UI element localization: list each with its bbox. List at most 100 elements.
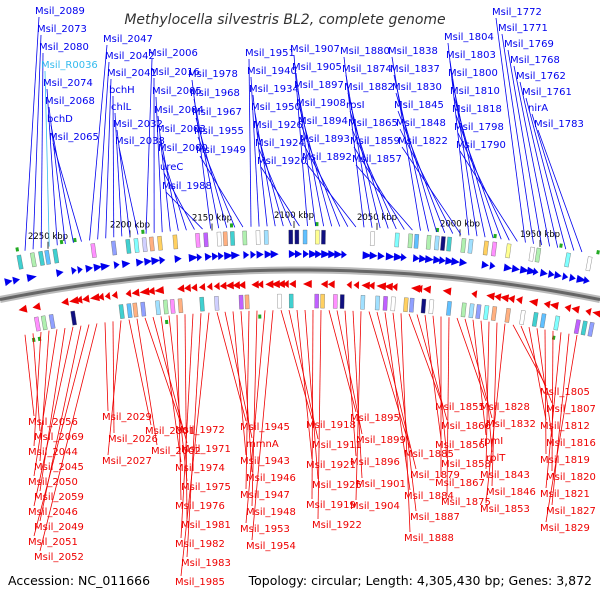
tick-label: 2000 kbp [440,219,480,229]
reverse-gene-arrow [104,291,111,300]
gene-label-reverse: Msil_1807 [546,404,596,415]
reverse-gene-arrow [265,280,274,289]
leader-line-reverse [352,310,363,479]
forward-gene-arrow [418,254,427,263]
leader-line-forward [297,90,325,227]
reverse-cog-bar [483,305,490,320]
reverse-cog-bar [155,300,161,316]
map-title: Methylocella silvestris BL2, complete ge… [124,12,445,28]
forward-gene-arrow [243,251,250,260]
rna-marker [15,247,20,252]
leader-line-forward [258,148,292,227]
reverse-gene-arrow [139,287,150,296]
gene-label-forward: Msil_1857 [352,154,402,165]
leader-line-forward [197,136,236,228]
leader-line-forward [393,74,429,232]
leader-line-reverse [456,317,487,402]
gene-label-forward: Msil_2005 [152,86,202,97]
leader-line-forward [537,129,583,253]
leader-line-forward [256,130,284,227]
reverse-gene-arrow [392,283,398,292]
gene-label-forward: Msil_1865 [348,118,398,129]
reverse-gene-arrow [549,302,559,310]
forward-gene-arrow [321,250,331,259]
gene-label-reverse: Msil_2049 [34,522,84,533]
forward-cog-bar [141,237,148,253]
forward-cog-bar [394,232,400,248]
forward-gene-arrow [503,263,513,272]
reverse-gene-arrow [592,310,600,318]
forward-gene-arrow [424,255,434,264]
gene-label-forward: Msil_2016 [150,67,200,78]
gene-label-forward: Msil_2080 [39,42,89,53]
leader-line-reverse [180,313,194,539]
leader-line-forward [260,166,300,227]
forward-cog-bar [111,240,118,256]
forward-gene-arrow [412,254,420,263]
forward-cog-bar [195,233,201,248]
reverse-cog-bar [475,304,482,319]
reverse-gene-arrow [353,281,360,290]
rna-marker [596,250,600,255]
gene-label-layer: Msil_2089 Msil_2073 Msil_2080 Msil_R0036 Msi… [28,6,596,588]
leader-line-forward [457,132,510,241]
gene-label-forward: Msil_2047 [103,34,153,45]
gene-label-reverse: Msil_2044 [28,447,78,458]
forward-cog-bar [585,256,593,272]
forward-cog-bar [315,229,320,245]
gene-label-forward: Msil_1908 [296,98,346,109]
forward-gene-arrow [270,250,279,259]
forward-gene-arrow [433,255,442,264]
leader-line-reverse [368,311,411,449]
feature-layer [4,222,600,343]
reverse-gene-arrow [76,295,83,304]
gene-label-forward: Msil_1830 [392,82,442,93]
gene-label-reverse: Msil_1925 [312,480,362,491]
gene-label-reverse: rpmI [480,436,503,447]
gene-label-forward: Msil_1882 [344,82,394,93]
forward-cog-bar [52,248,60,264]
gene-label-forward: nirA [528,103,548,114]
gene-label-reverse: Msil_1895 [350,413,400,424]
reverse-gene-arrow [131,288,140,297]
gene-label-forward: Msil_2065 [49,132,99,143]
forward-gene-arrow [12,276,20,285]
leader-line-forward [519,81,559,248]
leader-line-forward [451,78,486,238]
gene-label-forward: Msil_1907 [290,44,340,55]
leader-line-forward [305,162,357,228]
forward-gene-arrow [256,250,264,259]
gene-label-reverse: Msil_1918 [306,420,356,431]
gene-label-forward: Msil_1920 [257,156,307,167]
forward-gene-arrow [204,252,212,261]
gene-label-reverse: Msil_1946 [246,473,296,484]
tick-label: 2200 kbp [110,220,150,230]
forward-gene-arrow [583,276,590,285]
reverse-gene-arrow [486,292,495,301]
reverse-cog-bar [539,313,547,329]
forward-gene-arrow [211,252,219,261]
gene-label-forward: Msil_1934 [249,84,299,95]
forward-cog-bar [302,229,308,245]
leader-line-reverse [317,310,322,520]
reverse-gene-arrow [257,280,264,289]
leader-line-reverse [245,310,266,524]
leader-line-forward [52,142,82,242]
reverse-gene-arrow [198,282,206,291]
reverse-gene-arrow [225,281,234,290]
leader-line-reverse [344,310,357,457]
leader-line-forward [195,117,228,228]
leader-line-forward [254,112,276,227]
gene-label-reverse: Msil_1976 [175,501,225,512]
leader-line-reverse [186,313,202,558]
gene-label-forward: Msil_2068 [45,96,95,107]
reverse-cog-bar [531,312,539,327]
gene-label-reverse: Msil_1911 [312,440,362,451]
leader-line-reverse [512,324,547,387]
reverse-cog-bar [403,297,409,312]
leader-line-forward [459,150,518,242]
reverse-gene-arrow [302,280,312,289]
forward-cog-bar [255,230,261,245]
reverse-gene-arrow [361,281,370,290]
leader-line-reverse [180,312,210,577]
